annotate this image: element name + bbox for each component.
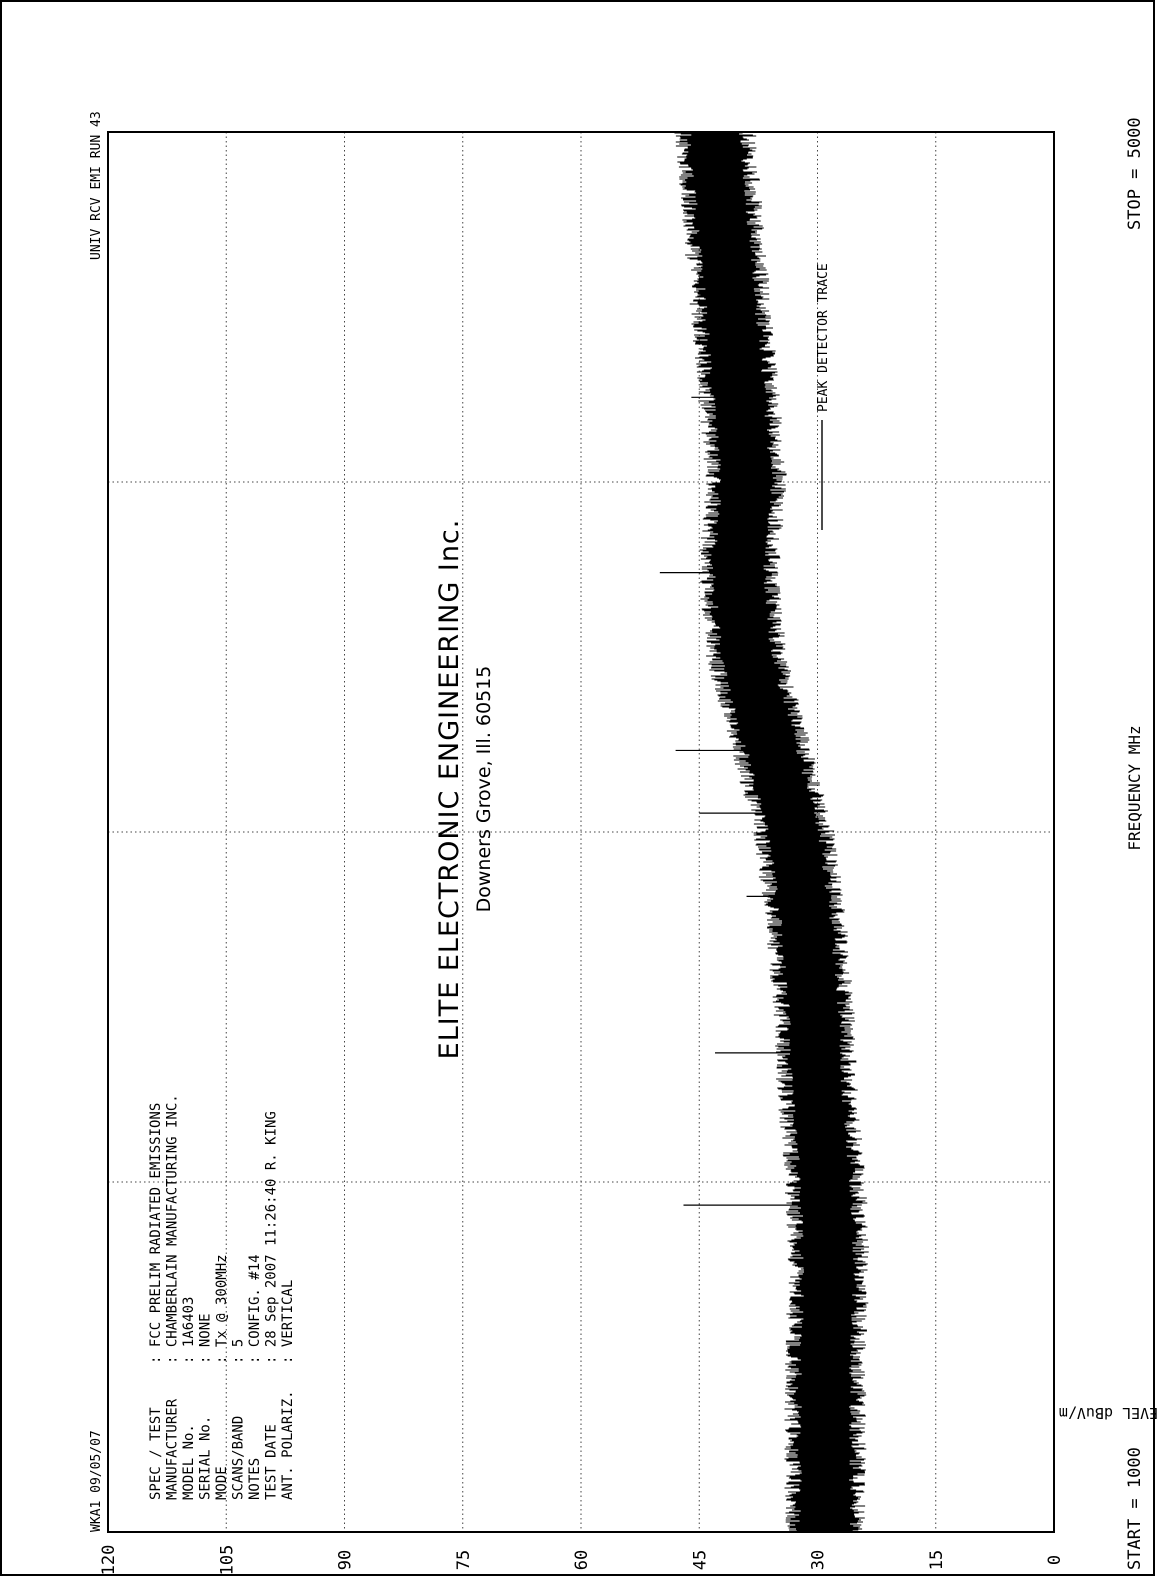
info-value: : 28 Sep 2007 11:26:40 R. KING — [264, 1111, 280, 1364]
info-label: SPEC / TEST — [148, 1407, 164, 1500]
info-value: : NONE — [198, 1313, 214, 1364]
info-label: ANT. POLARIZ. — [280, 1390, 296, 1500]
y-tick-labels: 0 15 30 45 60 75 90 105 120 — [99, 1545, 1065, 1576]
y-tick-label: 75 — [454, 1550, 474, 1570]
plot-frame — [107, 131, 1055, 1533]
company-title: ELITE ELECTRONIC ENGINEERING Inc. — [434, 519, 465, 1060]
y-axis-label: LEVEL dBuV/m — [1059, 1404, 1157, 1422]
test-info-block: SPEC / TEST : FCC PRELIM RADIATED EMISSIO… — [148, 1094, 296, 1500]
y-tick-label: 0 — [1045, 1555, 1065, 1565]
info-value: : VERTICAL — [280, 1280, 296, 1364]
info-value: : 1A6403 — [181, 1297, 197, 1364]
info-value: : FCC PRELIM RADIATED EMISSIONS — [148, 1103, 164, 1364]
info-label: MODE — [214, 1466, 230, 1500]
left-tag: WKA1 09/05/07 — [89, 1430, 104, 1532]
info-label: SCANS/BAND — [231, 1416, 247, 1500]
peak-trace-line — [674, 131, 869, 1533]
y-tick-label: 90 — [336, 1550, 356, 1570]
info-label: NOTES — [247, 1458, 263, 1500]
start-label: START = 1000 — [1125, 1447, 1145, 1570]
info-label: MODEL No. — [181, 1424, 197, 1500]
y-tick-label: 105 — [217, 1545, 237, 1576]
y-tick-label: 120 — [99, 1545, 119, 1576]
info-value: : 5 — [231, 1339, 247, 1364]
info-label: SERIAL No. — [198, 1416, 214, 1500]
y-tick-label: 45 — [690, 1550, 710, 1570]
y-tick-label: 60 — [572, 1550, 592, 1570]
peak-trace — [659, 131, 869, 1533]
company-address: Downers Grove, Ill. 60515 — [473, 666, 495, 913]
x-axis-label: FREQUENCY MHz — [1125, 725, 1144, 850]
info-label: TEST DATE — [264, 1424, 280, 1500]
info-label: MANUFACTURER — [165, 1398, 181, 1500]
info-value: : Tx @ 300MHz — [214, 1254, 230, 1364]
legend: PEAK DETECTOR TRACE — [816, 263, 831, 530]
legend-label: PEAK DETECTOR TRACE — [816, 263, 831, 412]
info-value: : CHAMBERLAIN MANUFACTURING INC. — [165, 1094, 181, 1364]
stop-label: STOP = 5000 — [1125, 117, 1145, 230]
y-tick-label: 15 — [927, 1550, 947, 1570]
right-tag: UNIV RCV EMI RUN 43 — [89, 111, 104, 260]
y-tick-label: 30 — [809, 1550, 829, 1570]
info-value: : CONFIG. #14 — [247, 1254, 263, 1364]
